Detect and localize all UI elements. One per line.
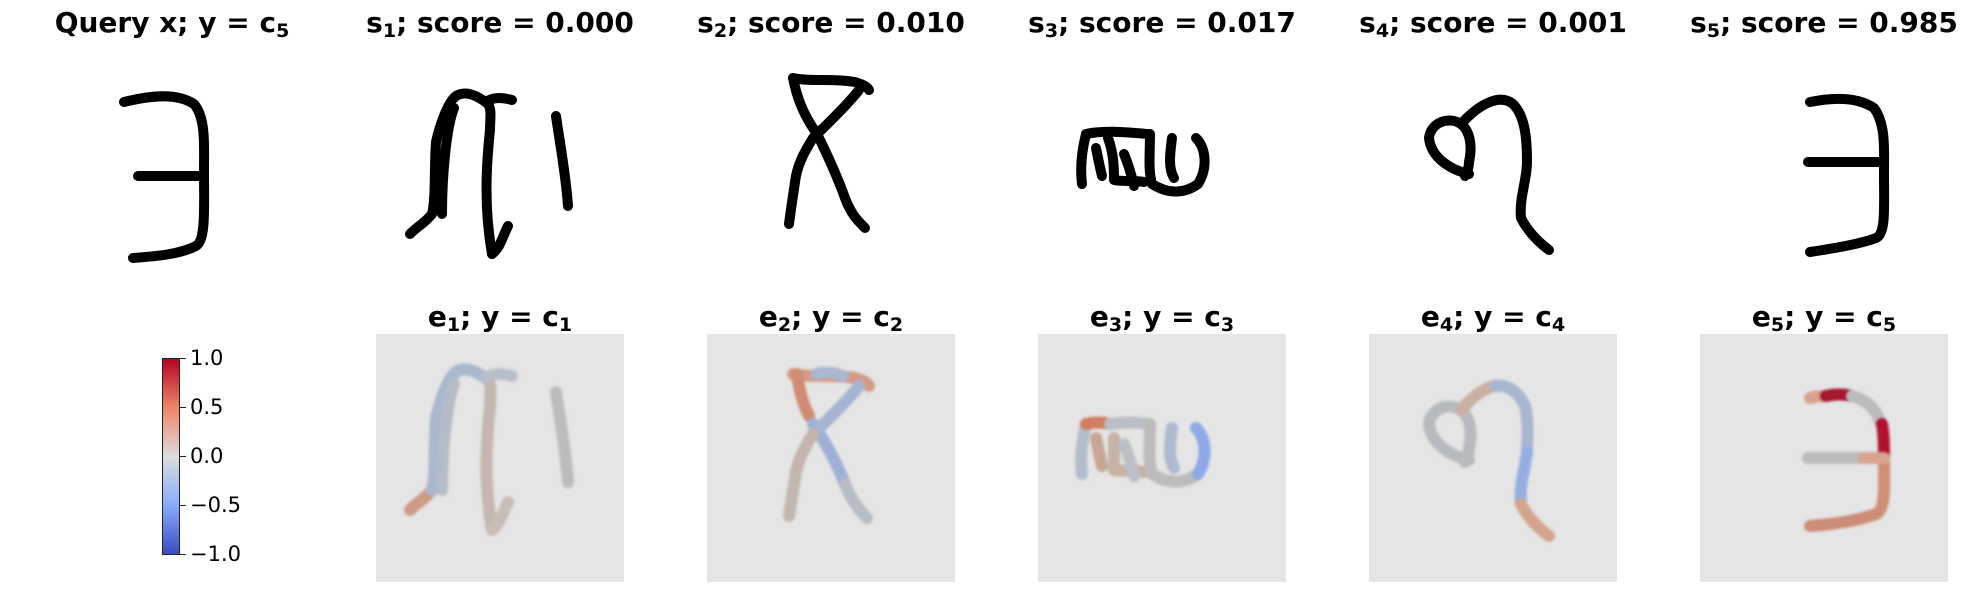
s1-symbol-image — [405, 88, 573, 259]
e4-heatmap — [1369, 334, 1617, 582]
colorbar-tick-label: 0.0 — [190, 444, 224, 468]
e5-heatmap — [1700, 334, 1948, 582]
colorbar — [162, 358, 180, 555]
colorbar-tick-label: −1.0 — [190, 542, 241, 566]
s1-title: s1; score = 0.000 — [366, 6, 634, 42]
e3-title: e3; y = c3 — [1089, 300, 1235, 336]
colorbar-tick — [180, 456, 186, 457]
colorbar-tick — [180, 505, 186, 506]
s4-symbol-image — [1424, 94, 1554, 255]
s5-title: s5; score = 0.985 — [1690, 6, 1958, 42]
e2-heatmap — [707, 334, 955, 582]
colorbar-tick — [180, 554, 186, 555]
query-title: Query x; y = c5 — [54, 6, 290, 42]
query-symbol-image — [119, 91, 210, 263]
s2-symbol-image — [784, 73, 874, 233]
colorbar-tick — [180, 358, 186, 359]
s3-symbol-image — [1076, 126, 1210, 197]
e4-title: e4; y = c4 — [1420, 300, 1566, 336]
e3-heatmap — [1038, 334, 1286, 582]
e5-title: e5; y = c5 — [1751, 300, 1897, 336]
colorbar-tick-label: −0.5 — [190, 493, 241, 517]
e1-heatmap — [376, 334, 624, 582]
colorbar-tick-label: 1.0 — [190, 346, 224, 370]
s3-title: s3; score = 0.017 — [1028, 6, 1296, 42]
colorbar-tick-label: 0.5 — [190, 395, 224, 419]
e1-title: e1; y = c1 — [427, 300, 573, 336]
colorbar-tick — [180, 407, 186, 408]
s2-title: s2; score = 0.010 — [697, 6, 965, 42]
s4-title: s4; score = 0.001 — [1359, 6, 1627, 42]
e2-title: e2; y = c2 — [758, 300, 904, 336]
s5-symbol-image — [1803, 93, 1890, 257]
